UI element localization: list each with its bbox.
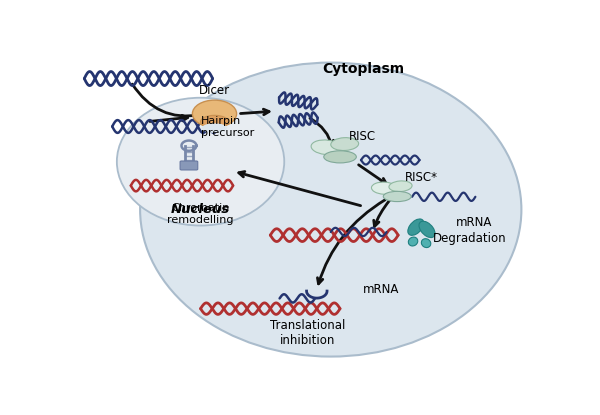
- Text: Hairpin
precursor: Hairpin precursor: [200, 116, 254, 138]
- Ellipse shape: [200, 115, 229, 128]
- Ellipse shape: [409, 237, 418, 246]
- Ellipse shape: [331, 138, 359, 151]
- Text: mRNA: mRNA: [456, 216, 493, 229]
- FancyBboxPatch shape: [180, 161, 198, 170]
- Ellipse shape: [383, 191, 411, 202]
- Ellipse shape: [140, 63, 521, 356]
- Text: mRNA: mRNA: [364, 283, 400, 296]
- Ellipse shape: [408, 219, 424, 235]
- Text: RISC*: RISC*: [405, 171, 438, 184]
- Text: Degradation: Degradation: [433, 232, 506, 245]
- Text: Translational
inhibition: Translational inhibition: [270, 319, 345, 347]
- Ellipse shape: [193, 100, 236, 127]
- Ellipse shape: [202, 123, 227, 133]
- Ellipse shape: [421, 239, 431, 248]
- Ellipse shape: [324, 151, 356, 163]
- Ellipse shape: [117, 98, 284, 226]
- Text: Chromatin
remodelling: Chromatin remodelling: [167, 203, 234, 225]
- Ellipse shape: [419, 221, 435, 237]
- Ellipse shape: [371, 182, 397, 194]
- Ellipse shape: [311, 140, 341, 154]
- Ellipse shape: [389, 181, 412, 192]
- Text: RISC: RISC: [349, 129, 376, 143]
- Text: Nucleus: Nucleus: [171, 203, 230, 216]
- Text: Dicer: Dicer: [199, 84, 230, 97]
- Text: Cytoplasm: Cytoplasm: [322, 62, 404, 76]
